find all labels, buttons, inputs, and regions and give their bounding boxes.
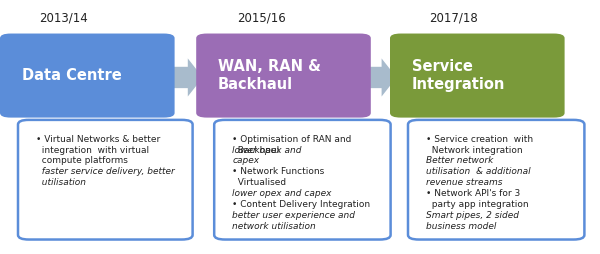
Text: • Network API's for 3: • Network API's for 3 <box>426 189 520 198</box>
Text: lower opex and capex: lower opex and capex <box>232 189 332 198</box>
Text: network utilisation: network utilisation <box>232 222 316 231</box>
Text: revenue streams: revenue streams <box>426 178 503 187</box>
Text: Service
Integration: Service Integration <box>412 59 505 92</box>
Text: WAN, RAN &
Backhaul: WAN, RAN & Backhaul <box>218 59 320 92</box>
FancyBboxPatch shape <box>214 120 391 240</box>
Text: • Service creation  with: • Service creation with <box>426 135 533 144</box>
Text: • Network Functions: • Network Functions <box>232 167 325 176</box>
Text: Backhaul: Backhaul <box>232 146 283 154</box>
FancyBboxPatch shape <box>0 34 175 118</box>
Text: utilisation: utilisation <box>36 178 86 187</box>
Text: Better network: Better network <box>426 156 493 165</box>
Text: compute platforms: compute platforms <box>36 156 128 165</box>
Text: business model: business model <box>426 222 496 231</box>
Text: utilisation  & additional: utilisation & additional <box>426 167 530 176</box>
Text: Network integration: Network integration <box>426 146 523 154</box>
Text: Virtualised: Virtualised <box>232 178 286 187</box>
Text: • Virtual Networks & better: • Virtual Networks & better <box>36 135 160 144</box>
Text: • Optimisation of RAN and: • Optimisation of RAN and <box>232 135 352 144</box>
FancyBboxPatch shape <box>18 120 193 240</box>
Text: lower opex and: lower opex and <box>232 146 302 154</box>
Text: better user experience and: better user experience and <box>232 211 355 220</box>
Polygon shape <box>369 58 397 97</box>
Text: integration  with virtual: integration with virtual <box>36 146 149 154</box>
Text: party app integration: party app integration <box>426 200 529 209</box>
Text: Data Centre: Data Centre <box>22 68 121 83</box>
Text: capex: capex <box>232 156 259 165</box>
Text: 2017/18: 2017/18 <box>428 11 478 24</box>
FancyBboxPatch shape <box>408 120 584 240</box>
Text: • Content Delivery Integration: • Content Delivery Integration <box>232 200 370 209</box>
Text: 2013/14: 2013/14 <box>38 11 88 24</box>
Text: Smart pipes, 2 sided: Smart pipes, 2 sided <box>426 211 519 220</box>
FancyBboxPatch shape <box>390 34 565 118</box>
Text: 2015/16: 2015/16 <box>236 11 286 24</box>
Text: faster service delivery, better: faster service delivery, better <box>36 167 175 176</box>
FancyBboxPatch shape <box>196 34 371 118</box>
Polygon shape <box>171 58 203 97</box>
